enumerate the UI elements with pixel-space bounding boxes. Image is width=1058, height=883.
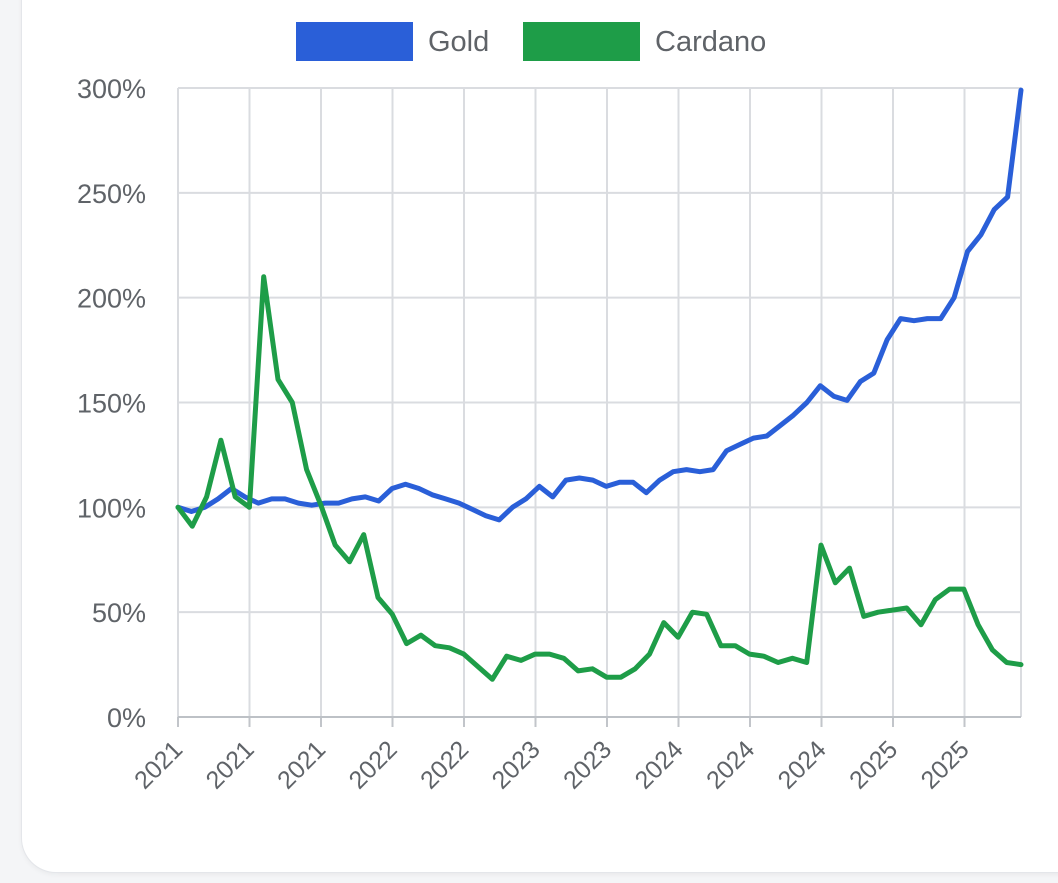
x-tick-label: 2023: [487, 735, 546, 794]
legend-swatch: [523, 22, 640, 61]
chart-card: [22, 0, 1058, 872]
x-tick-label: 2021: [272, 735, 331, 794]
legend-label: Cardano: [655, 26, 766, 58]
series-line-cardano: [175, 274, 1024, 682]
y-tick-label: 50%: [92, 598, 146, 628]
y-tick-label: 0%: [107, 703, 146, 733]
grid-lines: [177, 87, 1022, 727]
x-tick-label: 2023: [558, 735, 617, 794]
x-axis-ticks: 2021 2021 2021 2022 2022 2023 2023 2024 2024 2024…: [129, 735, 975, 794]
y-tick-label: 150%: [77, 389, 146, 419]
x-tick-label: 2021: [201, 735, 260, 794]
x-tick-label: 2021: [129, 735, 188, 794]
x-tick-label: 2024: [773, 735, 832, 794]
x-tick-label: 2024: [630, 735, 689, 794]
legend-swatch: [296, 22, 413, 61]
x-tick-label: 2022: [415, 735, 474, 794]
legend[interactable]: Gold Cardano: [296, 22, 766, 61]
legend-item-gold[interactable]: Gold: [296, 22, 489, 61]
y-axis-ticks: 0% 50% 100% 150% 200% 250% 300%: [77, 74, 146, 733]
y-tick-label: 250%: [77, 179, 146, 209]
legend-item-cardano[interactable]: Cardano: [523, 22, 766, 61]
x-tick-label: 2025: [844, 735, 903, 794]
legend-label: Gold: [428, 26, 489, 58]
x-tick-label: 2022: [344, 735, 403, 794]
y-tick-label: 100%: [77, 493, 146, 523]
y-tick-label: 300%: [77, 74, 146, 104]
x-tick-label: 2025: [916, 735, 975, 794]
y-tick-label: 200%: [77, 284, 146, 314]
series-lines: [175, 87, 1024, 682]
x-tick-label: 2024: [701, 735, 760, 794]
